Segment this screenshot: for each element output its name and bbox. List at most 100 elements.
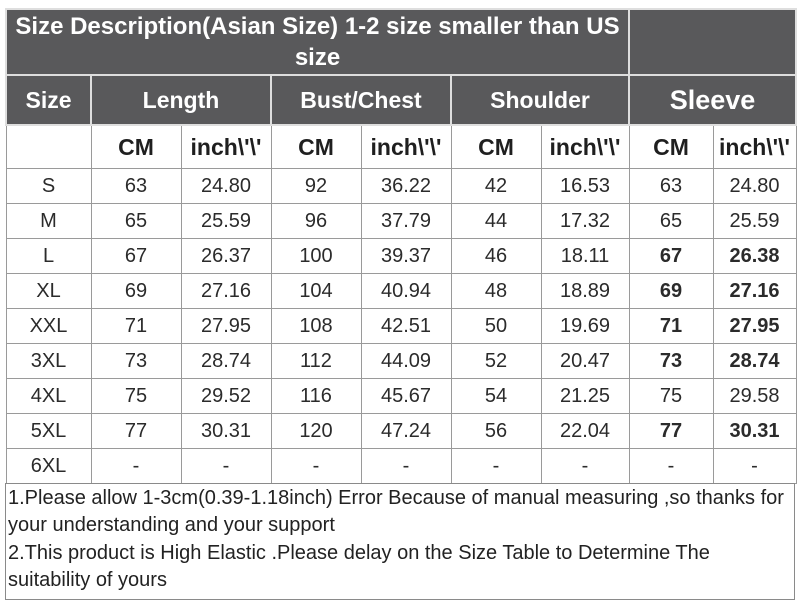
cell-sleeve-inch: 24.80	[712, 168, 797, 204]
units-header-row: CM inch\'\' CM inch\'\' CM inch\'\' CM i…	[5, 124, 797, 169]
col-header-bust-chest: Bust/Chest	[270, 74, 452, 126]
table-row: XL 69 27.16 104 40.94 48 18.89 69 27.16	[5, 273, 797, 309]
table-row: M 65 25.59 96 37.79 44 17.32 65 25.59	[5, 203, 797, 239]
cell-shoulder-cm: -	[450, 448, 542, 484]
cell-length-cm: 69	[90, 273, 182, 309]
unit-bust-inch: inch\'\'	[360, 124, 452, 169]
cell-shoulder-inch: 20.47	[540, 343, 630, 379]
cell-size: 6XL	[5, 448, 92, 484]
cell-bust-cm: 112	[270, 343, 362, 379]
cell-size: L	[5, 238, 92, 274]
cell-sleeve-cm: -	[628, 448, 714, 484]
cell-bust-cm: 92	[270, 168, 362, 204]
cell-sleeve-inch: 27.16	[712, 273, 797, 309]
col-header-length: Length	[90, 74, 272, 126]
cell-sleeve-inch: 27.95	[712, 308, 797, 344]
cell-shoulder-inch: 17.32	[540, 203, 630, 239]
col-header-size: Size	[5, 74, 92, 126]
size-description-title: Size Description(Asian Size) 1-2 size sm…	[4, 8, 631, 76]
cell-length-inch: 27.95	[180, 308, 272, 344]
cell-bust-cm: 108	[270, 308, 362, 344]
cell-shoulder-cm: 42	[450, 168, 542, 204]
col-header-sleeve: Sleeve	[628, 74, 798, 126]
title-row: Size Description(Asian Size) 1-2 size sm…	[4, 8, 798, 76]
cell-sleeve-cm: 77	[628, 413, 714, 449]
cell-sleeve-cm: 65	[628, 203, 714, 239]
unit-sleeve-inch: inch\'\'	[712, 124, 797, 169]
cell-size: 3XL	[5, 343, 92, 379]
cell-shoulder-inch: 16.53	[540, 168, 630, 204]
cell-shoulder-cm: 50	[450, 308, 542, 344]
cell-shoulder-cm: 56	[450, 413, 542, 449]
unit-length-inch: inch\'\'	[180, 124, 272, 169]
cell-sleeve-inch: 29.58	[712, 378, 797, 414]
cell-bust-cm: -	[270, 448, 362, 484]
table-row: 4XL 75 29.52 116 45.67 54 21.25 75 29.58	[5, 378, 797, 414]
cell-shoulder-inch: 19.69	[540, 308, 630, 344]
cell-bust-cm: 104	[270, 273, 362, 309]
cell-sleeve-inch: 28.74	[712, 343, 797, 379]
table-row: L 67 26.37 100 39.37 46 18.11 67 26.38	[5, 238, 797, 274]
cell-size: 5XL	[5, 413, 92, 449]
cell-size: S	[5, 168, 92, 204]
cell-length-inch: 30.31	[180, 413, 272, 449]
cell-length-cm: -	[90, 448, 182, 484]
cell-length-inch: 26.37	[180, 238, 272, 274]
cell-sleeve-cm: 69	[628, 273, 714, 309]
cell-shoulder-inch: 18.89	[540, 273, 630, 309]
cell-shoulder-cm: 46	[450, 238, 542, 274]
cell-bust-inch: 42.51	[360, 308, 452, 344]
col-header-shoulder: Shoulder	[449, 74, 631, 126]
table-row: 3XL 73 28.74 112 44.09 52 20.47 73 28.74	[5, 343, 797, 379]
cell-shoulder-cm: 44	[450, 203, 542, 239]
title-row-empty-cell	[628, 8, 798, 76]
cell-bust-cm: 116	[270, 378, 362, 414]
cell-bust-inch: 39.37	[360, 238, 452, 274]
cell-length-cm: 73	[90, 343, 182, 379]
cell-sleeve-cm: 73	[628, 343, 714, 379]
units-empty-cell	[5, 124, 92, 169]
table-row: 5XL 77 30.31 120 47.24 56 22.04 77 30.31	[5, 413, 797, 449]
column-header-row: Size Length Bust/Chest Shoulder Sleeve	[5, 74, 798, 126]
cell-sleeve-inch: 26.38	[712, 238, 797, 274]
cell-shoulder-inch: 18.11	[540, 238, 630, 274]
cell-bust-cm: 120	[270, 413, 362, 449]
unit-shoulder-inch: inch\'\'	[540, 124, 630, 169]
cell-sleeve-cm: 71	[628, 308, 714, 344]
cell-length-cm: 75	[90, 378, 182, 414]
cell-bust-cm: 96	[270, 203, 362, 239]
note-high-elastic: 2.This product is High Elastic .Please d…	[8, 541, 710, 592]
cell-length-cm: 65	[90, 203, 182, 239]
table-row: S 63 24.80 92 36.22 42 16.53 63 24.80	[5, 168, 797, 204]
cell-size: XL	[5, 273, 92, 309]
cell-shoulder-cm: 54	[450, 378, 542, 414]
notes-box: 1.Please allow 1-3cm(0.39-1.18inch) Erro…	[5, 483, 795, 600]
cell-bust-inch: -	[360, 448, 452, 484]
cell-size: XXL	[5, 308, 92, 344]
cell-shoulder-cm: 52	[450, 343, 542, 379]
cell-bust-inch: 36.22	[360, 168, 452, 204]
cell-shoulder-inch: 22.04	[540, 413, 630, 449]
size-table-body: S 63 24.80 92 36.22 42 16.53 63 24.80 M 65 25.59 96 3…	[5, 168, 797, 484]
cell-size: M	[5, 203, 92, 239]
cell-shoulder-cm: 48	[450, 273, 542, 309]
table-row: 6XL - - - - - - - -	[5, 448, 797, 484]
cell-shoulder-inch: -	[540, 448, 630, 484]
cell-length-inch: 25.59	[180, 203, 272, 239]
cell-length-inch: 24.80	[180, 168, 272, 204]
cell-sleeve-cm: 63	[628, 168, 714, 204]
cell-length-inch: 29.52	[180, 378, 272, 414]
cell-bust-inch: 47.24	[360, 413, 452, 449]
cell-length-inch: 27.16	[180, 273, 272, 309]
size-chart-table: Size Description(Asian Size) 1-2 size sm…	[4, 8, 798, 484]
unit-shoulder-cm: CM	[450, 124, 542, 169]
cell-bust-inch: 45.67	[360, 378, 452, 414]
cell-sleeve-inch: -	[712, 448, 797, 484]
cell-sleeve-cm: 75	[628, 378, 714, 414]
cell-size: 4XL	[5, 378, 92, 414]
unit-sleeve-cm: CM	[628, 124, 714, 169]
cell-sleeve-inch: 30.31	[712, 413, 797, 449]
cell-length-cm: 77	[90, 413, 182, 449]
cell-bust-cm: 100	[270, 238, 362, 274]
